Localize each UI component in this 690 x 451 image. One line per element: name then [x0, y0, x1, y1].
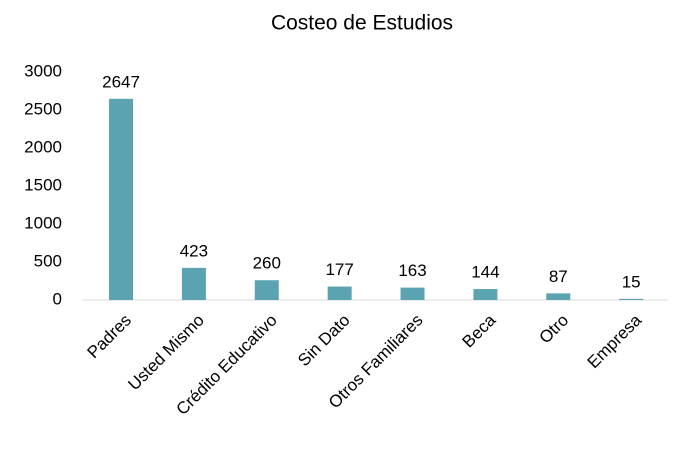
chart-title: Costeo de Estudios [271, 12, 453, 35]
y-tick-label: 500 [34, 251, 62, 270]
bar [254, 280, 279, 300]
bar [546, 293, 571, 300]
bar [619, 298, 644, 300]
data-label: 2647 [102, 72, 140, 91]
data-label: 177 [325, 260, 353, 279]
y-tick-label: 3000 [24, 61, 62, 80]
y-tick-label: 2500 [24, 99, 62, 118]
data-label: 15 [622, 272, 641, 291]
bar [109, 98, 134, 300]
bar [181, 267, 206, 300]
data-label: 87 [549, 267, 568, 286]
x-tick-label: Sin Dato [294, 311, 354, 371]
x-tick-label: Empresa [584, 310, 646, 372]
x-tick-label: Beca [459, 310, 500, 351]
bar [327, 286, 352, 300]
data-label: 163 [398, 261, 426, 280]
y-tick-label: 0 [53, 289, 62, 308]
bar [473, 289, 498, 300]
data-label: 423 [180, 241, 208, 260]
data-label: 260 [253, 254, 281, 273]
bar [400, 287, 425, 300]
y-tick-label: 1000 [24, 213, 62, 232]
y-tick-label: 2000 [24, 137, 62, 156]
y-tick-label: 1500 [24, 175, 62, 194]
data-label: 144 [471, 263, 499, 282]
x-tick-label: Otro [535, 311, 572, 348]
x-tick-label: Padres [84, 311, 136, 363]
